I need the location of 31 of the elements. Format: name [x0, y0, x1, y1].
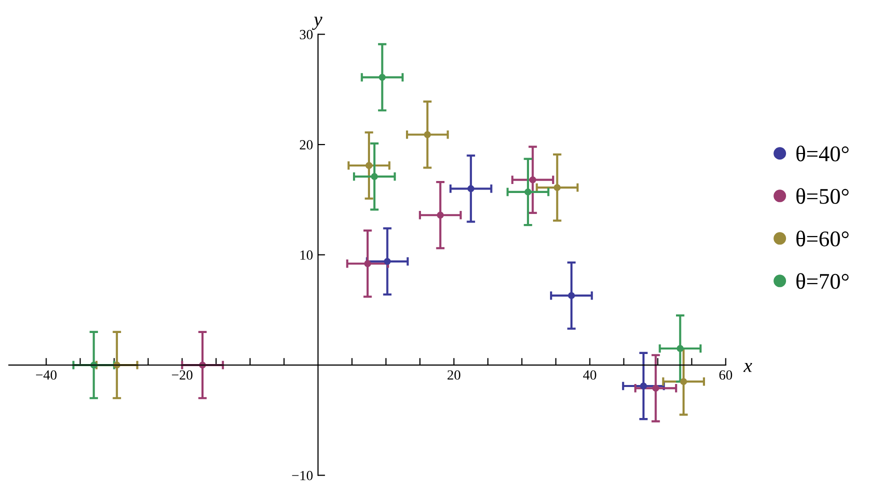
x-tick-label: 20: [448, 370, 460, 380]
point: [366, 162, 372, 169]
point: [364, 260, 372, 268]
y-tick-label: 10: [300, 250, 313, 260]
point: [652, 384, 660, 392]
point: [378, 74, 386, 81]
point: [554, 184, 561, 192]
point: [676, 345, 684, 352]
legend-label: θ=70°: [796, 273, 849, 289]
point: [370, 173, 378, 180]
x-tick-label: 40: [583, 370, 596, 380]
y-tick-label: 30: [300, 30, 313, 40]
y-axis-title: y: [312, 16, 322, 30]
legend-label: θ=60°: [796, 230, 849, 246]
x-tick-label: −40: [36, 370, 57, 380]
y-tick-label: 20: [300, 140, 313, 150]
point: [467, 185, 474, 192]
x-tick-label: −20: [172, 370, 192, 380]
legend-label: θ=40°: [796, 146, 849, 162]
point: [524, 188, 532, 196]
legend-label: θ=50°: [796, 188, 849, 204]
point: [384, 258, 391, 265]
x-tick-label: 60: [719, 370, 732, 380]
point: [640, 382, 647, 390]
x-axis-title: x: [743, 363, 752, 372]
y-tick-label: −10: [292, 470, 313, 480]
point: [424, 131, 431, 138]
point: [680, 378, 688, 386]
point: [529, 176, 536, 184]
point: [568, 292, 575, 300]
point: [436, 212, 444, 219]
